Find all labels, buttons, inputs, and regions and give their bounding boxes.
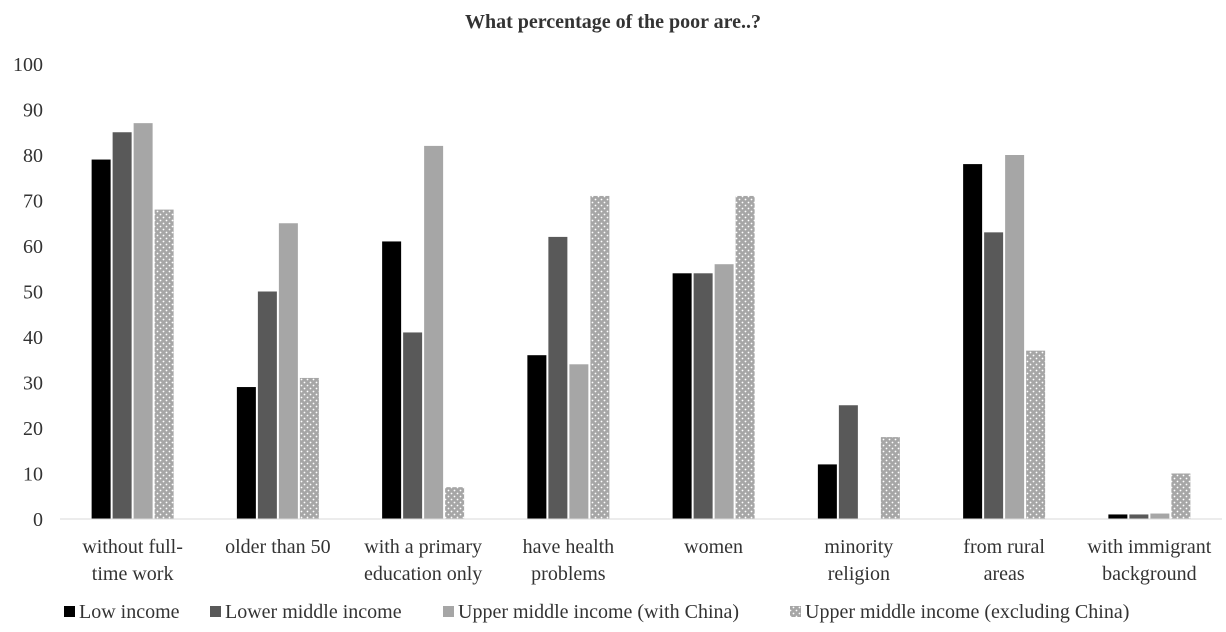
y-tick-label: 30 bbox=[23, 373, 43, 395]
bar bbox=[527, 355, 547, 519]
bar bbox=[880, 437, 900, 519]
bar bbox=[1005, 155, 1025, 519]
y-tick-label: 0 bbox=[33, 509, 43, 531]
y-tick-label: 10 bbox=[23, 464, 43, 486]
bar bbox=[403, 332, 423, 519]
legend-swatch bbox=[210, 606, 221, 617]
bar bbox=[154, 209, 174, 519]
y-tick-label: 40 bbox=[23, 327, 43, 349]
bar bbox=[1171, 473, 1191, 519]
legend-label: Upper middle income (with China) bbox=[458, 601, 739, 623]
legend-label: Lower middle income bbox=[225, 601, 402, 623]
bar bbox=[91, 159, 111, 520]
bars bbox=[91, 123, 1191, 520]
chart-title: What percentage of the poor are..? bbox=[465, 11, 761, 33]
bar bbox=[1026, 350, 1046, 519]
legend-label: Low income bbox=[79, 601, 180, 623]
x-tick-label: with a primary education only bbox=[364, 536, 482, 585]
bar bbox=[672, 273, 692, 519]
y-tick-label: 90 bbox=[23, 100, 43, 122]
legend: Low income Lower middle income Upper middl… bbox=[64, 601, 1129, 623]
x-tick-label: minority religion bbox=[824, 536, 893, 585]
bar bbox=[714, 264, 734, 519]
x-axis-labels: without full-time work older than 50 with … bbox=[82, 536, 1211, 585]
legend-swatch bbox=[64, 606, 75, 617]
bar bbox=[299, 377, 319, 519]
y-tick-label: 60 bbox=[23, 236, 43, 258]
bar bbox=[257, 291, 277, 519]
bar bbox=[693, 273, 713, 519]
x-tick-label: have health problems bbox=[523, 536, 615, 585]
y-tick-label: 20 bbox=[23, 418, 43, 440]
y-tick-label: 50 bbox=[23, 282, 43, 304]
y-tick-label: 80 bbox=[23, 145, 43, 167]
bar bbox=[445, 487, 465, 519]
y-axis-ticks: 0 10 20 30 40 50 60 70 80 90 100 bbox=[13, 54, 43, 531]
bar bbox=[278, 223, 298, 519]
bar bbox=[133, 123, 153, 520]
x-tick-label: women bbox=[684, 536, 743, 558]
bar bbox=[424, 145, 444, 519]
legend-label: Upper middle income (excluding China) bbox=[805, 601, 1129, 623]
bar bbox=[838, 405, 858, 519]
bar bbox=[1150, 513, 1170, 519]
x-tick-label: older than 50 bbox=[225, 536, 331, 558]
bar bbox=[590, 195, 610, 519]
legend-swatch bbox=[790, 606, 801, 617]
bar bbox=[984, 232, 1004, 519]
y-tick-label: 100 bbox=[13, 54, 43, 76]
bar bbox=[382, 241, 402, 519]
x-tick-label: without full-time work bbox=[82, 536, 183, 585]
bar bbox=[569, 364, 589, 519]
bar bbox=[817, 464, 837, 519]
bar bbox=[1108, 514, 1128, 519]
y-tick-label: 70 bbox=[23, 191, 43, 213]
bar bbox=[548, 236, 568, 519]
bar bbox=[1129, 514, 1149, 519]
x-tick-label: with immigrant background bbox=[1087, 536, 1211, 585]
legend-swatch bbox=[443, 606, 454, 617]
x-tick-label: from rural areas bbox=[963, 536, 1045, 585]
bar bbox=[112, 132, 132, 519]
bar bbox=[963, 164, 983, 519]
bar bbox=[236, 387, 256, 519]
bar bbox=[735, 195, 755, 519]
